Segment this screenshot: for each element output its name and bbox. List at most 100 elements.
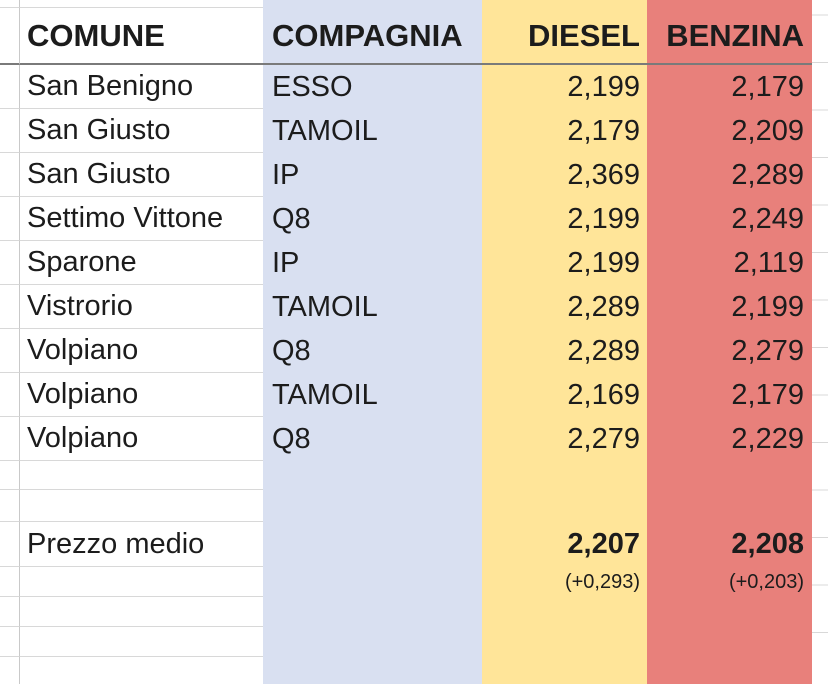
cell-benzina[interactable]: 2,229 xyxy=(647,417,812,461)
empty-row xyxy=(0,490,812,522)
row-gutter-cell xyxy=(0,373,20,417)
cell-benzina[interactable]: 2,209 xyxy=(647,109,812,153)
cell-diesel[interactable]: 2,289 xyxy=(482,285,647,329)
cell-benzina[interactable]: 2,179 xyxy=(647,65,812,109)
empty-cell[interactable] xyxy=(263,597,482,627)
cell-compagnia[interactable]: TAMOIL xyxy=(263,285,482,329)
cell-comune[interactable]: Settimo Vittone xyxy=(20,197,263,241)
empty-cell[interactable] xyxy=(263,657,482,684)
cell-compagnia[interactable]: Q8 xyxy=(263,329,482,373)
empty-row xyxy=(0,461,812,490)
empty-row xyxy=(0,597,812,627)
cell-compagnia[interactable]: IP xyxy=(263,153,482,197)
row-gutter-cell xyxy=(0,490,20,522)
table-row: Vistrorio TAMOIL 2,289 2,199 xyxy=(0,285,812,329)
empty-cell[interactable] xyxy=(647,490,812,522)
cell-diesel[interactable]: 2,279 xyxy=(482,417,647,461)
adjacent-column-strip xyxy=(812,0,828,684)
cell-benzina[interactable]: 2,279 xyxy=(647,329,812,373)
table-row: Sparone IP 2,199 2,119 xyxy=(0,241,812,285)
cell-diesel[interactable]: 2,199 xyxy=(482,241,647,285)
row-gutter-cell xyxy=(0,197,20,241)
cell-benzina[interactable]: 2,289 xyxy=(647,153,812,197)
row-gutter-cell xyxy=(0,627,20,657)
summary-diesel-delta[interactable]: (+0,293) xyxy=(482,567,647,597)
empty-cell[interactable] xyxy=(482,627,647,657)
delta-row: (+0,293) (+0,203) xyxy=(0,567,812,597)
summary-benzina-average[interactable]: 2,208 xyxy=(647,522,812,567)
empty-cell[interactable] xyxy=(647,461,812,490)
empty-cell[interactable] xyxy=(20,657,263,684)
empty-cell xyxy=(20,0,263,8)
header-row: COMUNE COMPAGNIA DIESEL BENZINA xyxy=(0,8,812,65)
empty-cell[interactable] xyxy=(20,461,263,490)
empty-cell[interactable] xyxy=(482,597,647,627)
row-gutter-cell xyxy=(0,109,20,153)
cell-compagnia[interactable]: Q8 xyxy=(263,417,482,461)
cell-benzina[interactable]: 2,119 xyxy=(647,241,812,285)
row-gutter-cell xyxy=(0,657,20,684)
partial-row xyxy=(0,0,812,8)
row-gutter-cell xyxy=(0,285,20,329)
table-row: San Benigno ESSO 2,199 2,179 xyxy=(0,65,812,109)
column-header-comune[interactable]: COMUNE xyxy=(20,8,263,65)
summary-diesel-average[interactable]: 2,207 xyxy=(482,522,647,567)
table-row: San Giusto TAMOIL 2,179 2,209 xyxy=(0,109,812,153)
cell-benzina[interactable]: 2,199 xyxy=(647,285,812,329)
cell-compagnia[interactable]: IP xyxy=(263,241,482,285)
empty-cell[interactable] xyxy=(20,490,263,522)
table-row: Volpiano Q8 2,289 2,279 xyxy=(0,329,812,373)
column-header-benzina[interactable]: BENZINA xyxy=(647,8,812,65)
row-gutter-cell xyxy=(0,461,20,490)
cell-comune[interactable]: Volpiano xyxy=(20,417,263,461)
table-row: Volpiano Q8 2,279 2,229 xyxy=(0,417,812,461)
empty-cell[interactable] xyxy=(263,567,482,597)
empty-cell[interactable] xyxy=(482,461,647,490)
cell-compagnia[interactable]: ESSO xyxy=(263,65,482,109)
empty-cell[interactable] xyxy=(482,657,647,684)
cell-comune[interactable]: Volpiano xyxy=(20,329,263,373)
cell-diesel[interactable]: 2,199 xyxy=(482,65,647,109)
empty-cell[interactable] xyxy=(647,627,812,657)
row-gutter-cell xyxy=(0,597,20,627)
cell-diesel[interactable]: 2,289 xyxy=(482,329,647,373)
empty-cell[interactable] xyxy=(20,567,263,597)
cell-comune[interactable]: Volpiano xyxy=(20,373,263,417)
empty-cell[interactable] xyxy=(263,490,482,522)
column-header-compagnia[interactable]: COMPAGNIA xyxy=(263,8,482,65)
cell-compagnia[interactable]: Q8 xyxy=(263,197,482,241)
empty-cell[interactable] xyxy=(263,522,482,567)
cell-comune[interactable]: Vistrorio xyxy=(20,285,263,329)
cell-compagnia[interactable]: TAMOIL xyxy=(263,109,482,153)
empty-cell xyxy=(482,0,647,8)
empty-cell[interactable] xyxy=(20,597,263,627)
row-gutter-cell xyxy=(0,567,20,597)
cell-comune[interactable]: San Giusto xyxy=(20,153,263,197)
empty-cell[interactable] xyxy=(263,461,482,490)
cell-diesel[interactable]: 2,199 xyxy=(482,197,647,241)
row-gutter-cell xyxy=(0,329,20,373)
cell-benzina[interactable]: 2,249 xyxy=(647,197,812,241)
empty-cell xyxy=(263,0,482,8)
cell-diesel[interactable]: 2,169 xyxy=(482,373,647,417)
empty-cell[interactable] xyxy=(647,657,812,684)
empty-cell[interactable] xyxy=(20,627,263,657)
row-gutter-cell xyxy=(0,417,20,461)
cell-comune[interactable]: San Benigno xyxy=(20,65,263,109)
summary-benzina-delta[interactable]: (+0,203) xyxy=(647,567,812,597)
empty-cell[interactable] xyxy=(647,597,812,627)
empty-cell[interactable] xyxy=(482,490,647,522)
cell-comune[interactable]: Sparone xyxy=(20,241,263,285)
cell-diesel[interactable]: 2,369 xyxy=(482,153,647,197)
cell-benzina[interactable]: 2,179 xyxy=(647,373,812,417)
cell-compagnia[interactable]: TAMOIL xyxy=(263,373,482,417)
summary-label[interactable]: Prezzo medio xyxy=(20,522,263,567)
cell-diesel[interactable]: 2,179 xyxy=(482,109,647,153)
table-row: Volpiano TAMOIL 2,169 2,179 xyxy=(0,373,812,417)
empty-cell[interactable] xyxy=(263,627,482,657)
row-gutter-cell xyxy=(0,0,20,8)
column-header-diesel[interactable]: DIESEL xyxy=(482,8,647,65)
cell-comune[interactable]: San Giusto xyxy=(20,109,263,153)
